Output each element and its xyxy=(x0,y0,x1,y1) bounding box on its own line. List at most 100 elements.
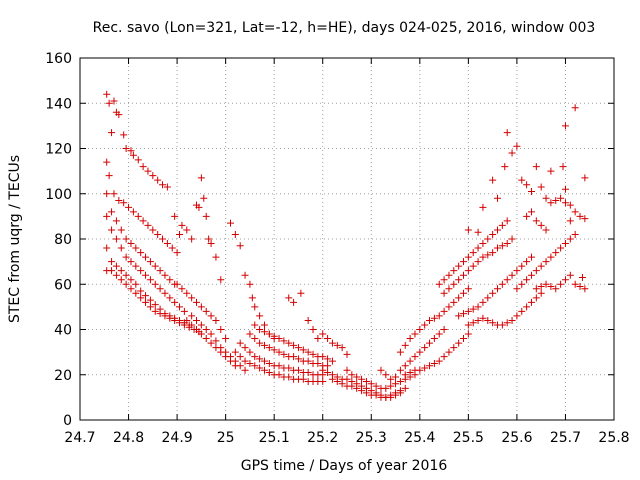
data-point xyxy=(484,316,492,324)
data-point xyxy=(294,355,302,363)
data-point xyxy=(236,353,244,361)
data-point xyxy=(290,341,298,349)
data-point xyxy=(197,303,205,311)
data-point xyxy=(561,185,569,193)
data-point xyxy=(566,217,574,225)
data-point xyxy=(324,355,332,363)
data-point xyxy=(474,244,482,252)
data-point xyxy=(149,172,157,180)
data-point xyxy=(464,321,472,329)
data-point xyxy=(416,348,424,356)
data-point xyxy=(103,244,111,252)
data-point xyxy=(108,208,116,216)
data-point xyxy=(217,276,225,284)
data-point xyxy=(537,221,545,229)
x-tick-label: 25.5 xyxy=(453,430,484,446)
data-point xyxy=(139,163,147,171)
x-tick-label: 24.9 xyxy=(162,430,193,446)
data-point xyxy=(537,283,545,291)
data-point xyxy=(440,353,448,361)
data-point xyxy=(392,380,400,388)
data-point xyxy=(108,129,116,137)
data-point xyxy=(479,203,487,211)
data-point xyxy=(523,212,531,220)
data-point xyxy=(421,344,429,352)
data-point xyxy=(151,307,159,315)
data-point xyxy=(285,294,293,302)
data-point xyxy=(406,357,414,365)
data-point xyxy=(122,145,130,152)
data-point xyxy=(464,330,472,338)
data-point xyxy=(103,212,111,220)
data-point xyxy=(108,258,116,266)
data-point xyxy=(566,271,574,279)
data-point xyxy=(299,375,307,383)
data-point xyxy=(129,208,137,216)
data-point xyxy=(435,330,443,338)
data-point xyxy=(469,319,477,327)
data-point xyxy=(581,174,589,182)
data-point xyxy=(103,90,111,98)
data-point xyxy=(479,298,487,306)
data-point xyxy=(498,280,506,288)
data-point xyxy=(275,348,283,356)
x-tick-label: 24.8 xyxy=(113,430,144,446)
data-point xyxy=(117,276,125,284)
data-point xyxy=(129,151,137,159)
x-tick-label: 25.4 xyxy=(404,430,435,446)
data-point xyxy=(290,298,298,306)
data-point xyxy=(256,364,264,372)
data-point xyxy=(202,307,210,315)
data-point xyxy=(178,285,186,293)
data-point xyxy=(435,312,443,320)
data-point xyxy=(144,167,152,175)
data-point xyxy=(469,249,477,257)
data-point xyxy=(265,368,273,376)
data-point xyxy=(122,280,130,288)
data-point xyxy=(105,99,113,107)
data-point xyxy=(484,251,492,259)
data-point xyxy=(343,350,351,358)
data-point xyxy=(188,235,196,243)
data-point xyxy=(294,344,302,352)
data-point xyxy=(493,244,501,252)
data-point xyxy=(193,316,201,324)
data-point xyxy=(527,208,535,216)
data-point xyxy=(231,230,239,238)
data-point xyxy=(479,240,487,248)
data-point xyxy=(212,337,220,345)
data-point xyxy=(260,321,268,329)
data-point xyxy=(146,276,154,284)
data-point xyxy=(265,344,273,352)
data-point xyxy=(523,276,531,284)
data-point xyxy=(498,321,506,329)
data-point xyxy=(328,357,336,365)
data-point xyxy=(455,276,463,284)
data-point xyxy=(372,382,380,390)
y-axis-tick-labels: 0 20 40 60 80 100 120 140 160 xyxy=(45,51,72,429)
data-point xyxy=(137,267,145,275)
data-point xyxy=(161,271,169,279)
data-point xyxy=(241,344,249,352)
data-point xyxy=(117,267,125,275)
data-point xyxy=(523,258,531,266)
data-point xyxy=(241,271,249,279)
data-point xyxy=(527,187,535,195)
y-tick-label: 0 xyxy=(63,413,72,429)
data-point xyxy=(460,335,468,343)
data-point xyxy=(195,203,203,211)
data-point xyxy=(498,221,506,229)
data-point xyxy=(503,217,511,225)
data-point xyxy=(559,163,567,171)
data-point xyxy=(523,181,531,189)
data-point xyxy=(314,335,322,343)
data-point xyxy=(513,142,521,150)
x-tick-label: 25.2 xyxy=(307,430,338,446)
data-point xyxy=(464,253,472,261)
data-point xyxy=(309,326,317,333)
data-point xyxy=(362,389,370,397)
data-point xyxy=(552,197,560,205)
x-axis-tick-labels: 24.7 24.8 24.9 25 25.1 25.2 25.3 25.4 25.5 25.6 25… xyxy=(64,430,629,446)
data-point xyxy=(532,267,540,275)
data-point xyxy=(411,353,419,361)
